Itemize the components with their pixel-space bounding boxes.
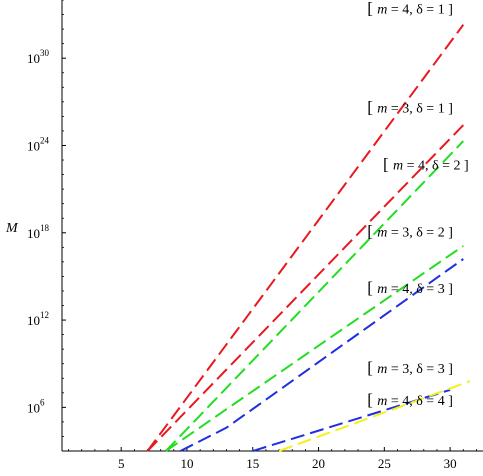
- y-tick-label: 10 30: [27, 48, 50, 66]
- y-tick-exponent: 12: [40, 310, 49, 320]
- series-annotation-7: [ m = 4, δ = 4 ]: [367, 390, 453, 409]
- series-annotation-5: [ m = 4, δ = 3 ]: [367, 278, 453, 297]
- y-tick-label: 10 12: [27, 310, 49, 328]
- series-annotation-2: [ m = 3, δ = 1 ]: [367, 98, 453, 117]
- series-line-4: [165, 245, 464, 452]
- y-tick-exponent: 30: [40, 48, 50, 58]
- y-tick-exponent: 6: [40, 397, 45, 407]
- x-tick-label: 25: [378, 456, 391, 471]
- y-tick-base: 10: [27, 138, 40, 153]
- y-tick-base: 10: [27, 51, 40, 66]
- y-tick-exponent: 18: [40, 223, 50, 233]
- labels: [ m = 4, δ = 1 ] [ m = 3, δ = 1 ] [ m = 4,…: [367, 0, 468, 409]
- x-tick-label: 5: [118, 456, 125, 471]
- series-line-5: [179, 258, 464, 452]
- series-layer: [146, 24, 471, 452]
- y-tick-label: 10 24: [27, 135, 50, 153]
- y-tick-base: 10: [27, 313, 40, 328]
- series-annotation-4: [ m = 3, δ = 2 ]: [367, 221, 453, 240]
- series-line-3: [165, 140, 465, 452]
- series-line-7: [278, 380, 471, 452]
- series-annotation-6: [ m = 3, δ = 3 ]: [367, 358, 453, 377]
- y-tick-exponent: 24: [40, 135, 50, 145]
- y-tick-base: 10: [27, 400, 40, 415]
- x-tick-label: 15: [246, 456, 259, 471]
- y-tick-label: 10 18: [27, 223, 50, 241]
- series-line-1: [146, 24, 465, 452]
- y-axis-label: M: [5, 221, 19, 236]
- series-annotation-1: [ m = 4, δ = 1 ]: [367, 0, 453, 18]
- x-tick-label: 20: [312, 456, 325, 471]
- x-tick-label: 10: [180, 456, 193, 471]
- y-tick-base: 10: [27, 226, 40, 241]
- series-annotation-3: [ m = 4, δ = 2 ]: [383, 154, 469, 173]
- x-tick-label: 30: [444, 456, 457, 471]
- y-tick-label: 10 6: [27, 397, 45, 415]
- series-line-2: [146, 124, 465, 452]
